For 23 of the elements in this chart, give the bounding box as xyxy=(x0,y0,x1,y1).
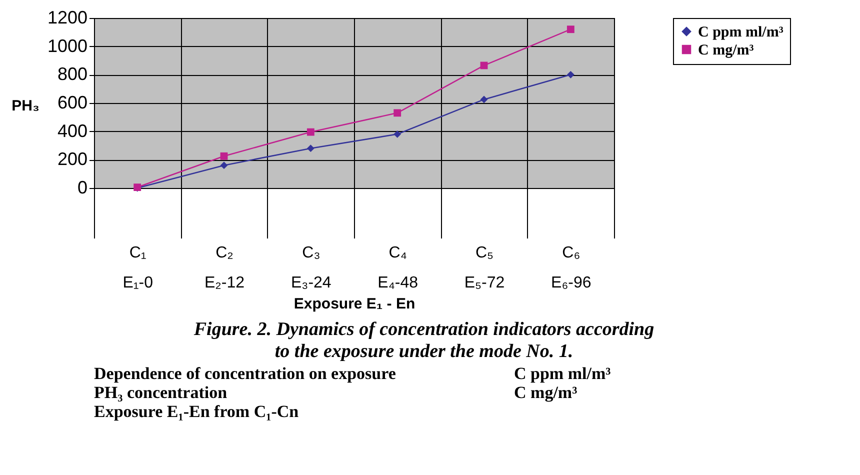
legend-label: C ppm ml/m³ xyxy=(698,24,784,40)
text: C mg/m³ xyxy=(514,383,578,402)
y-axis-title: PH₃ xyxy=(12,98,40,114)
x-tick-label: C₆ E₆-96 xyxy=(551,244,592,292)
y-tick-label: 400 xyxy=(57,120,88,141)
y-tick-label: 1200 xyxy=(47,8,88,28)
y-tick-label: 600 xyxy=(57,92,88,112)
y-tick-label: 800 xyxy=(57,64,88,84)
x-tick-label: C₁ E₁-0 xyxy=(122,244,154,292)
x-tick-label: C₄ E₄-48 xyxy=(378,244,418,292)
text: Figure. 2. Dynamics of concentration indicators according to the exposure under the mode No. 1. xyxy=(192,319,654,362)
text: C ppm ml/m³ xyxy=(514,364,611,383)
x-tick-label: C₂ E₂-12 xyxy=(204,244,245,292)
text: Exposure E₁-En from C₁-Cn xyxy=(94,402,300,421)
y-tick-label: 0 xyxy=(77,178,88,198)
y-tick-label: 200 xyxy=(57,149,88,170)
x-axis-title: Exposure E₁ - En xyxy=(294,296,416,312)
x-tick-label: C₅ E₅-72 xyxy=(464,244,505,292)
x-tick-label: C₃ E₃-24 xyxy=(291,244,332,292)
legend-label: C mg/m³ xyxy=(698,42,754,58)
y-tick-label: 1000 xyxy=(47,36,88,56)
text: Dependence of concentration on exposure xyxy=(94,364,396,383)
text: PH₃ concentration xyxy=(94,383,228,402)
